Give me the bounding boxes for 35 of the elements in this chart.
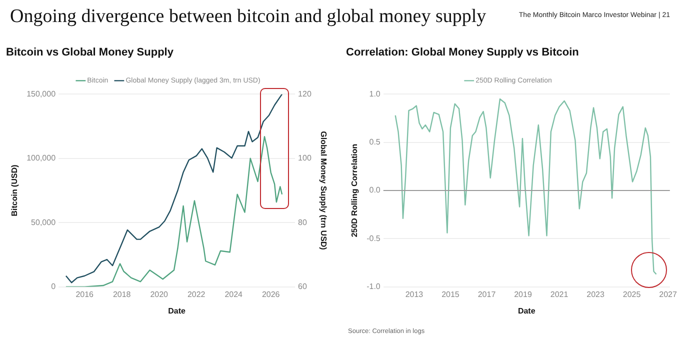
x-tick-label: 2017 — [478, 290, 496, 299]
x-tick-label: 2026 — [262, 290, 280, 299]
y-tick-label: 0 — [51, 282, 56, 292]
y-tick-label: 0.0 — [369, 186, 381, 195]
y-tick-label: 1.0 — [369, 89, 381, 98]
y2-tick-label: 80 — [298, 218, 308, 227]
x-axis-title: Date — [518, 306, 536, 316]
y-tick-label: -1.0 — [366, 282, 381, 292]
x-tick-label: 2018 — [112, 290, 132, 299]
x-tick-label: 2020 — [150, 290, 169, 299]
x-tick-label: 2021 — [550, 290, 569, 299]
y2-tick-label: 120 — [298, 89, 312, 98]
x-tick-label: 2015 — [442, 290, 460, 299]
y-tick-label: 150,000 — [26, 89, 56, 98]
y-tick-label: 0.5 — [369, 138, 381, 147]
x-tick-label: 2027 — [659, 290, 678, 299]
y2-axis-title: Global Money Supply (trn USD) — [318, 131, 328, 250]
y-tick-label: 50,000 — [31, 218, 56, 227]
chart-title: Correlation: Global Money Supply vs Bitcoin — [346, 46, 580, 59]
x-tick-label: 2019 — [514, 290, 532, 299]
x-tick-label: 2016 — [76, 290, 94, 299]
x-tick-label: 2024 — [224, 290, 244, 299]
y-tick-label: 100,000 — [26, 154, 56, 163]
y2-tick-label: 100 — [298, 154, 312, 163]
x-tick-label: 2022 — [187, 290, 206, 299]
x-axis-title: Date — [168, 306, 186, 316]
chart-title: Bitcoin vs Global Money Supply — [6, 46, 174, 59]
y-tick-label: -0.5 — [366, 234, 381, 243]
y2-tick-label: 60 — [298, 282, 308, 292]
y-axis-title: Bitcoin (USD) — [10, 164, 20, 216]
text: Ongoing divergence between bitcoin and global money supply — [10, 6, 486, 28]
x-tick-label: 2025 — [622, 290, 642, 299]
y-axis-title: 250D Rolling Correlation — [350, 144, 360, 238]
x-tick-label: 2013 — [405, 290, 424, 299]
x-tick-label: 2023 — [586, 290, 605, 299]
